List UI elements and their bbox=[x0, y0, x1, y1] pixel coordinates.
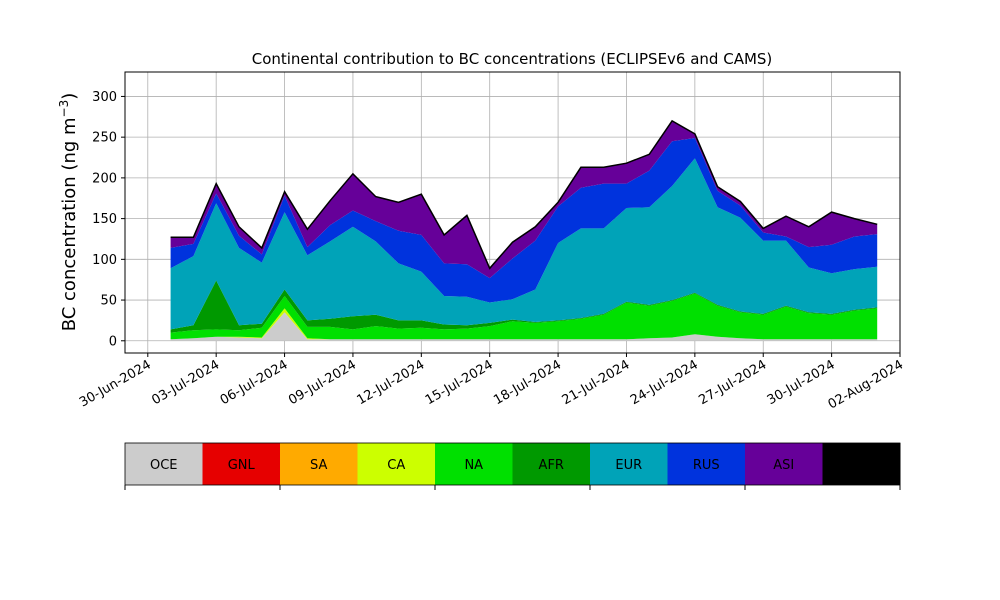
legend-label-oce: OCE bbox=[150, 458, 178, 473]
area-oce bbox=[170, 312, 878, 341]
area-eur bbox=[170, 158, 878, 330]
legend-label-na: NA bbox=[464, 458, 483, 473]
legend-swatch-oce bbox=[125, 443, 203, 485]
y-axis-label-main: BC concentration (ng m bbox=[59, 117, 80, 331]
legend-label-sa: SA bbox=[310, 458, 327, 473]
x-tick-label: 03-Jul-2024 bbox=[149, 357, 222, 408]
y-tick-label: 300 bbox=[92, 90, 117, 105]
legend-label-afr: AFR bbox=[539, 458, 564, 473]
area-afr bbox=[170, 280, 878, 333]
x-tick-label: 30-Jun-2024 bbox=[77, 357, 154, 410]
legend-swatch-gnl bbox=[202, 443, 281, 485]
legend-label-asi: ASI bbox=[773, 458, 794, 473]
x-tick-label: 12-Jul-2024 bbox=[355, 357, 428, 408]
legend-swatch-aus bbox=[822, 443, 901, 485]
x-tick-label: 24-Jul-2024 bbox=[628, 357, 701, 408]
y-axis-label-sup: −3 bbox=[57, 100, 71, 118]
plot-frame bbox=[124, 71, 901, 354]
y-axis-label: BC concentration (ng m−3) bbox=[57, 93, 80, 332]
x-tick-label: 09-Jul-2024 bbox=[286, 357, 359, 408]
x-tick-label: 21-Jul-2024 bbox=[560, 357, 633, 408]
legend-swatch-eur bbox=[590, 443, 668, 485]
stacked-areas bbox=[170, 120, 878, 341]
legend-swatch-rus bbox=[667, 443, 746, 485]
area-rus bbox=[170, 138, 878, 303]
y-tick-label: 150 bbox=[92, 212, 117, 227]
legend-label-eur: EUR bbox=[615, 458, 642, 473]
y-tick-label: 200 bbox=[92, 171, 117, 186]
x-tick-label: 27-Jul-2024 bbox=[696, 357, 769, 408]
legend-swatch-asi bbox=[745, 443, 823, 485]
area-asi bbox=[170, 120, 878, 279]
plot-area: 0 50 100 150 200 250 300 30-Jun-202403-Jul-202… bbox=[77, 71, 906, 413]
legend-label-gnl: GNL bbox=[228, 458, 256, 473]
x-tick-label: 02-Aug-2024 bbox=[826, 357, 906, 412]
y-tick-label: 0 bbox=[109, 334, 117, 349]
chart-title: Continental contribution to BC concentra… bbox=[252, 50, 773, 68]
y-axis-ticks: 0 50 100 150 200 250 300 bbox=[92, 90, 125, 349]
legend-label-rus: RUS bbox=[693, 458, 720, 473]
y-axis-label-close: ) bbox=[59, 93, 80, 100]
y-tick-label: 100 bbox=[92, 253, 117, 268]
x-axis-ticks: 30-Jun-202403-Jul-202406-Jul-202409-Jul-… bbox=[77, 353, 906, 413]
legend-label-ca: CA bbox=[387, 458, 405, 473]
legend-swatch-afr bbox=[512, 443, 591, 485]
legend-swatch-sa bbox=[280, 443, 358, 485]
x-tick-label: 18-Jul-2024 bbox=[491, 357, 564, 408]
legend-label-aus: AUS bbox=[848, 458, 875, 473]
legend-frame bbox=[124, 442, 901, 486]
legend-colorbar: OCE GNL SA CA NA AFR EUR RUS ASI AUS bbox=[124, 442, 901, 490]
y-tick-label: 250 bbox=[92, 131, 117, 146]
legend-swatch-na bbox=[435, 443, 513, 485]
x-tick-label: 15-Jul-2024 bbox=[423, 357, 496, 408]
x-tick-label: 06-Jul-2024 bbox=[218, 357, 291, 408]
legend-swatch-ca bbox=[357, 443, 436, 485]
area-na bbox=[170, 293, 878, 340]
total-line bbox=[170, 119, 878, 270]
y-tick-label: 50 bbox=[100, 294, 117, 309]
